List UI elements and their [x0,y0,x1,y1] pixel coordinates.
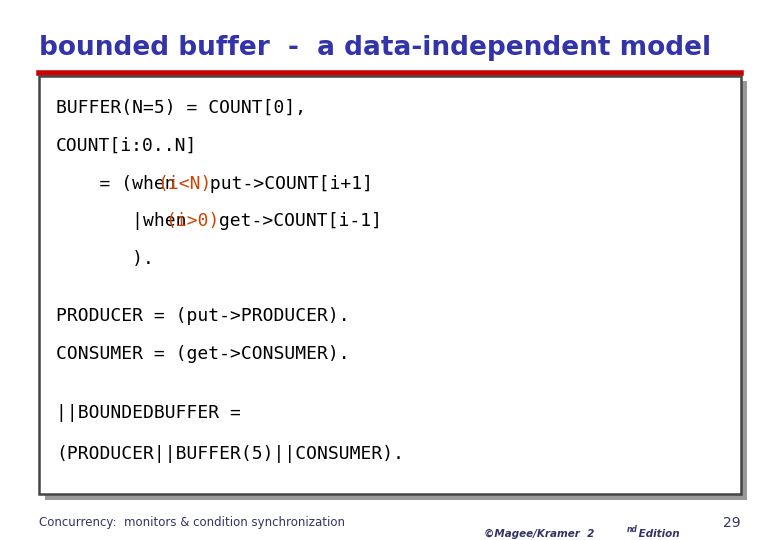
Text: PRODUCER = (put->PRODUCER).: PRODUCER = (put->PRODUCER). [56,307,349,325]
Text: nd: nd [626,525,637,534]
Text: BUFFER(N=5) = COUNT[0],: BUFFER(N=5) = COUNT[0], [56,99,307,117]
Text: ).: ). [56,250,154,268]
FancyBboxPatch shape [39,76,741,494]
FancyBboxPatch shape [45,81,747,500]
Text: put->COUNT[i+1]: put->COUNT[i+1] [200,174,374,193]
Text: 29: 29 [723,516,741,530]
Text: = (when: = (when [56,174,186,193]
Text: ©Magee/Kramer  2: ©Magee/Kramer 2 [484,529,594,538]
Text: bounded buffer  -  a data-independent model: bounded buffer - a data-independent mode… [39,35,711,61]
Text: Concurrency:  monitors & condition synchronization: Concurrency: monitors & condition synchr… [39,516,345,529]
Text: (PRODUCER||BUFFER(5)||CONSUMER).: (PRODUCER||BUFFER(5)||CONSUMER). [56,444,404,463]
Text: get->COUNT[i-1]: get->COUNT[i-1] [207,212,381,231]
Text: ||BOUNDEDBUFFER =: ||BOUNDEDBUFFER = [56,404,241,422]
Text: CONSUMER = (get->CONSUMER).: CONSUMER = (get->CONSUMER). [56,345,349,363]
Text: (i<N): (i<N) [158,174,211,193]
Text: |when: |when [56,212,197,231]
Text: COUNT[i:0..N]: COUNT[i:0..N] [56,137,197,155]
Text: Edition: Edition [635,529,679,538]
Text: (i>0): (i>0) [165,212,220,231]
